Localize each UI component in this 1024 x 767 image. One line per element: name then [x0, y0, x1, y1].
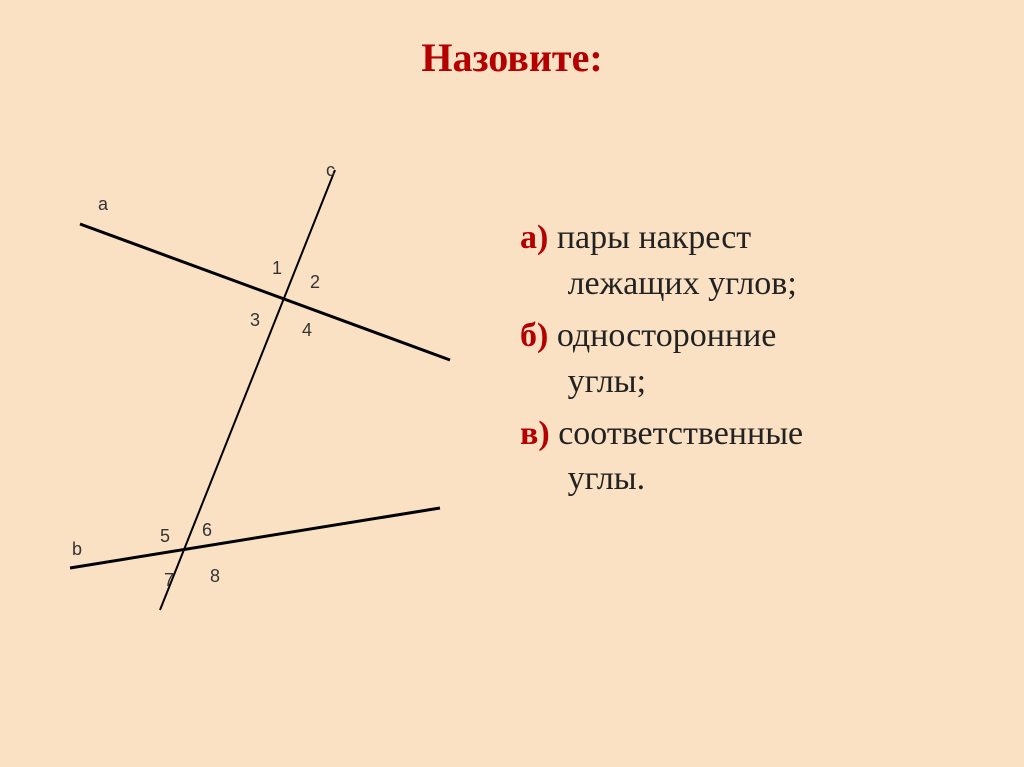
item-c-line2: углы. [520, 456, 990, 502]
slide-title: Назовите: [0, 34, 1024, 81]
item-b-letter: б) [520, 317, 548, 354]
label-3: 3 [250, 310, 260, 330]
diagram: a b c 1 2 3 4 5 6 7 8 [50, 160, 490, 660]
label-1: 1 [272, 258, 282, 278]
line-a [80, 224, 450, 360]
label-c: c [326, 160, 335, 180]
line-c [160, 170, 335, 610]
item-c-line1: соответственные [550, 415, 803, 452]
item-b-line1: односторонние [548, 317, 776, 354]
item-a-letter: а) [520, 219, 548, 256]
label-4: 4 [302, 320, 312, 340]
label-a: a [98, 194, 109, 214]
questions: а) пары накрест лежащих углов; б) одност… [520, 215, 990, 508]
item-c-letter: в) [520, 415, 550, 452]
line-b [70, 508, 440, 568]
label-2: 2 [310, 272, 320, 292]
item-a: а) пары накрест лежащих углов; [520, 215, 990, 307]
item-a-line2: лежащих углов; [520, 261, 990, 307]
item-b: б) односторонние углы; [520, 313, 990, 405]
slide: Назовите: a b c 1 2 3 4 5 6 7 8 а) пары … [0, 0, 1024, 767]
label-8: 8 [210, 566, 220, 586]
label-5: 5 [160, 526, 170, 546]
label-7: 7 [164, 570, 174, 590]
item-b-line2: углы; [520, 359, 990, 405]
label-6: 6 [202, 520, 212, 540]
item-a-line1: пары накрест [548, 219, 751, 256]
item-c: в) соответственные углы. [520, 411, 990, 503]
label-b: b [72, 539, 82, 559]
